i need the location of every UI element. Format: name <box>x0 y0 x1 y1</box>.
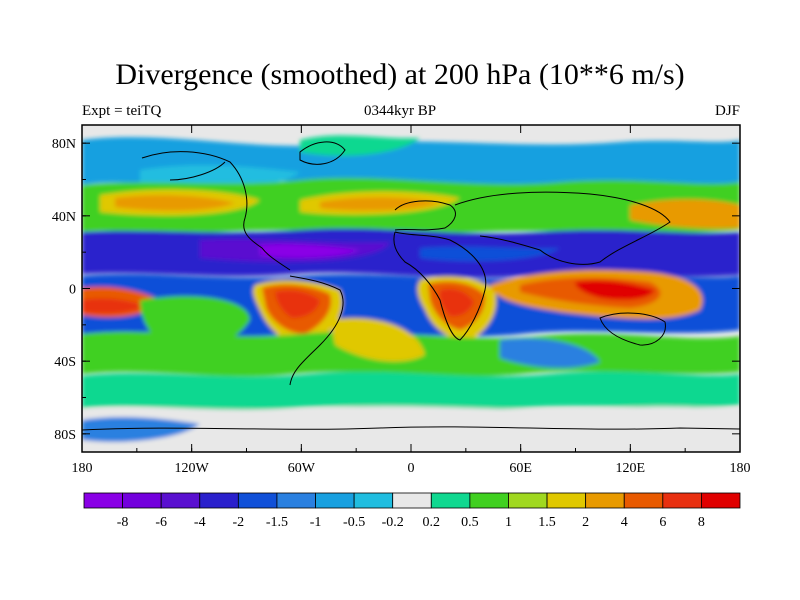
colorbar-swatch <box>276 492 316 509</box>
colorbar-swatch <box>430 492 471 509</box>
lon-label: 0 <box>408 461 415 476</box>
colorbar-label: 6 <box>659 515 666 530</box>
colorbar-swatch <box>469 492 509 509</box>
coast-antarctica <box>82 426 740 431</box>
patch-arctic-green <box>300 135 420 156</box>
band-southern-ocean <box>82 371 740 410</box>
colorbar-label: 4 <box>621 515 628 530</box>
lon-label: 120W <box>175 461 210 476</box>
lat-label: 0 <box>69 283 76 298</box>
colorbar-swatch <box>199 492 239 509</box>
patch-nwpacific-orange <box>630 199 740 229</box>
patch-africa-red <box>439 288 474 317</box>
lat-label: 40N <box>52 210 76 225</box>
coast-north-america <box>141 151 291 271</box>
colorbar-label: 0.5 <box>461 515 479 530</box>
experiment-label: Expt = teiTQ <box>82 103 162 119</box>
colorbar-label: 0.2 <box>423 515 441 530</box>
period-label: 0344kyr BP <box>363 103 437 119</box>
band-tropical-blue <box>82 228 740 278</box>
colorbar-swatch <box>508 492 548 509</box>
lat-label: 80N <box>52 137 76 152</box>
plot-title: Divergence (smoothed) at 200 hPa (10**6 … <box>115 58 685 91</box>
colorbar-swatch <box>392 492 432 509</box>
colorbar-swatch <box>585 492 625 509</box>
colorbar-label: 2 <box>582 515 589 530</box>
colorbar-label: -6 <box>155 515 167 530</box>
longitude-axis: 180 120W 60W 0 60E 120E 180 <box>72 125 751 476</box>
lon-label: 60W <box>288 461 316 476</box>
lon-label: 120E <box>616 461 646 476</box>
colorbar-label: -1 <box>310 515 322 530</box>
patch-wpacific-red <box>82 298 145 314</box>
lon-label: 180 <box>730 461 751 476</box>
colorbar-swatch <box>353 492 394 509</box>
coastlines <box>82 141 740 431</box>
lat-label: 40S <box>54 355 76 370</box>
colorbar-swatch <box>160 492 201 509</box>
colorbar-swatch <box>237 492 278 509</box>
lon-label: 60E <box>509 461 532 476</box>
lon-label: 180 <box>72 461 93 476</box>
colorbar-label: -0.2 <box>382 515 404 530</box>
patch-tropical-blue2 <box>420 246 560 262</box>
colorbar-label: -1.5 <box>266 515 288 530</box>
patch-natlantic-orange <box>320 197 440 211</box>
colorbar-swatch <box>662 492 702 509</box>
lat-label: 80S <box>54 428 76 443</box>
colorbar-label: -0.5 <box>343 515 365 530</box>
colorbar-swatch <box>623 492 664 509</box>
colorbar-label: 1.5 <box>538 515 556 530</box>
patch-sindian-blue <box>500 338 600 368</box>
patch-antarctic-blue <box>82 417 200 442</box>
latitude-axis: 80N 40N 0 40S 80S <box>52 137 740 443</box>
colorbar-label: 8 <box>698 515 705 530</box>
colorbar-label: -4 <box>194 515 206 530</box>
colorbar-label: 1 <box>505 515 512 530</box>
colorbar-swatch <box>546 492 587 509</box>
colorbar: -8 -6 -4 -2 -1.5 -1 -0.5 -0.2 0.2 0.5 1 1.5 2 4 6 8 <box>83 492 741 530</box>
coast-asia <box>454 191 671 265</box>
colorbar-swatch <box>122 492 162 509</box>
field-layer <box>82 125 740 452</box>
colorbar-swatch <box>83 492 123 509</box>
colorbar-swatch <box>315 492 355 509</box>
band-antarctic-grey <box>82 406 740 452</box>
coast-europe <box>394 200 456 231</box>
coast-south-america <box>289 275 344 386</box>
colorbar-swatch <box>701 492 741 509</box>
patch-satlantic-yellow <box>330 318 425 362</box>
patch-tropical-violet <box>260 244 360 258</box>
colorbar-label: -8 <box>117 515 129 530</box>
season-label: DJF <box>714 103 740 119</box>
patch-npacific-orange <box>115 195 235 211</box>
coast-greenland <box>299 141 346 165</box>
colorbar-label: -2 <box>233 515 245 530</box>
patch-maritime-red <box>575 280 655 300</box>
coast-australia <box>599 312 666 346</box>
patch-samerica-red <box>275 290 320 318</box>
coast-africa <box>393 231 487 341</box>
